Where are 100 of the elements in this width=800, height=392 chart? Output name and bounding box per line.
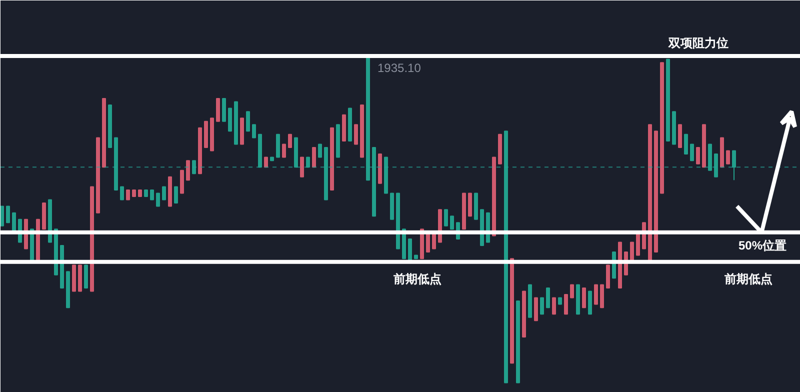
candlestick (72, 264, 76, 292)
candlestick (276, 134, 280, 158)
candlestick (510, 258, 514, 364)
candlestick (582, 287, 586, 308)
annotation: 前期低点 (392, 272, 442, 286)
candlestick (534, 297, 538, 322)
candlestick (132, 189, 136, 197)
candlestick (174, 186, 178, 204)
candlestick (162, 186, 166, 200)
annotation: 1935.10 (378, 61, 422, 76)
candlestick (690, 144, 694, 162)
candlestick (618, 242, 622, 288)
candlestick (606, 264, 610, 288)
candlestick (570, 284, 574, 298)
candlestick (342, 114, 346, 142)
candlestick (360, 104, 364, 158)
candlestick (156, 192, 160, 207)
ref-line-label: 双项阻力位 (668, 36, 728, 50)
candlestick (540, 297, 544, 315)
candlestick (252, 124, 256, 138)
candlestick (492, 156, 496, 236)
candlestick (330, 127, 334, 190)
candlestick (318, 144, 322, 158)
candlestick (660, 62, 664, 194)
candlestick (222, 98, 226, 122)
candlestick (558, 297, 562, 305)
candlestick (270, 156, 274, 162)
candlestick (528, 284, 532, 318)
candlestick (384, 156, 388, 194)
candlestick (372, 147, 376, 217)
candlestick (672, 111, 676, 145)
candlestick (720, 137, 724, 168)
candlestick (504, 130, 508, 384)
candlestick (630, 242, 634, 262)
candlestick (714, 154, 718, 178)
candlestick (576, 284, 580, 315)
candlestick (588, 290, 592, 315)
candlestick (264, 156, 268, 168)
candlestick (42, 202, 46, 230)
candlestick (120, 186, 124, 200)
candlestick (282, 144, 286, 158)
candlestick (210, 118, 214, 152)
candlestick (186, 160, 190, 181)
candlestick (234, 101, 238, 145)
candlestick (390, 192, 394, 220)
candlestick (258, 134, 262, 168)
candlestick (414, 254, 418, 260)
candlestick (462, 192, 466, 230)
candlestick (108, 104, 112, 148)
candlestick (90, 186, 94, 292)
candlestick (708, 144, 712, 171)
candlestick (732, 150, 736, 181)
candlestick (144, 189, 148, 197)
candlestick (114, 137, 118, 190)
candlestick (294, 137, 298, 168)
candlestick (408, 238, 412, 262)
candlestick (468, 192, 472, 217)
candlestick (66, 271, 70, 308)
candlestick (84, 264, 88, 288)
candlestick (648, 124, 652, 262)
candlestick (102, 98, 106, 168)
candlestick (336, 124, 340, 158)
candlestick (546, 287, 550, 308)
candlestick (324, 147, 328, 200)
candlestick (498, 134, 502, 164)
candlestick (204, 120, 208, 148)
candlestick (684, 134, 688, 155)
candlestick (6, 206, 10, 224)
ref-line-label: 前期低点 (724, 272, 772, 286)
candlestick (600, 284, 604, 308)
candlestick (450, 216, 454, 230)
candlestick (594, 284, 598, 305)
candlestick (96, 137, 100, 214)
candlestick (702, 124, 706, 168)
candlestick (60, 245, 64, 288)
candlestick (180, 170, 184, 194)
candlestick (78, 264, 82, 292)
candlestick (354, 124, 358, 145)
candlestick (0, 206, 4, 226)
candlestick (288, 134, 292, 148)
candlestick (696, 147, 700, 164)
candlestick (306, 156, 310, 168)
candlestick (228, 108, 232, 132)
candlestick (216, 98, 220, 122)
candlestick (240, 118, 244, 145)
candlestick (300, 156, 304, 178)
candlestick (138, 189, 142, 197)
candlestick (636, 232, 640, 256)
candlestick (366, 56, 370, 181)
candlestick (666, 58, 670, 142)
candlestick (474, 192, 478, 220)
candlestick (348, 108, 352, 142)
candlestick (150, 189, 154, 200)
candlestick (396, 192, 400, 250)
candlestick (246, 111, 250, 132)
candlestick (444, 209, 448, 226)
candlestick (564, 294, 568, 315)
candlestick (516, 300, 520, 384)
candlestick (726, 150, 730, 164)
candlestick (378, 154, 382, 184)
